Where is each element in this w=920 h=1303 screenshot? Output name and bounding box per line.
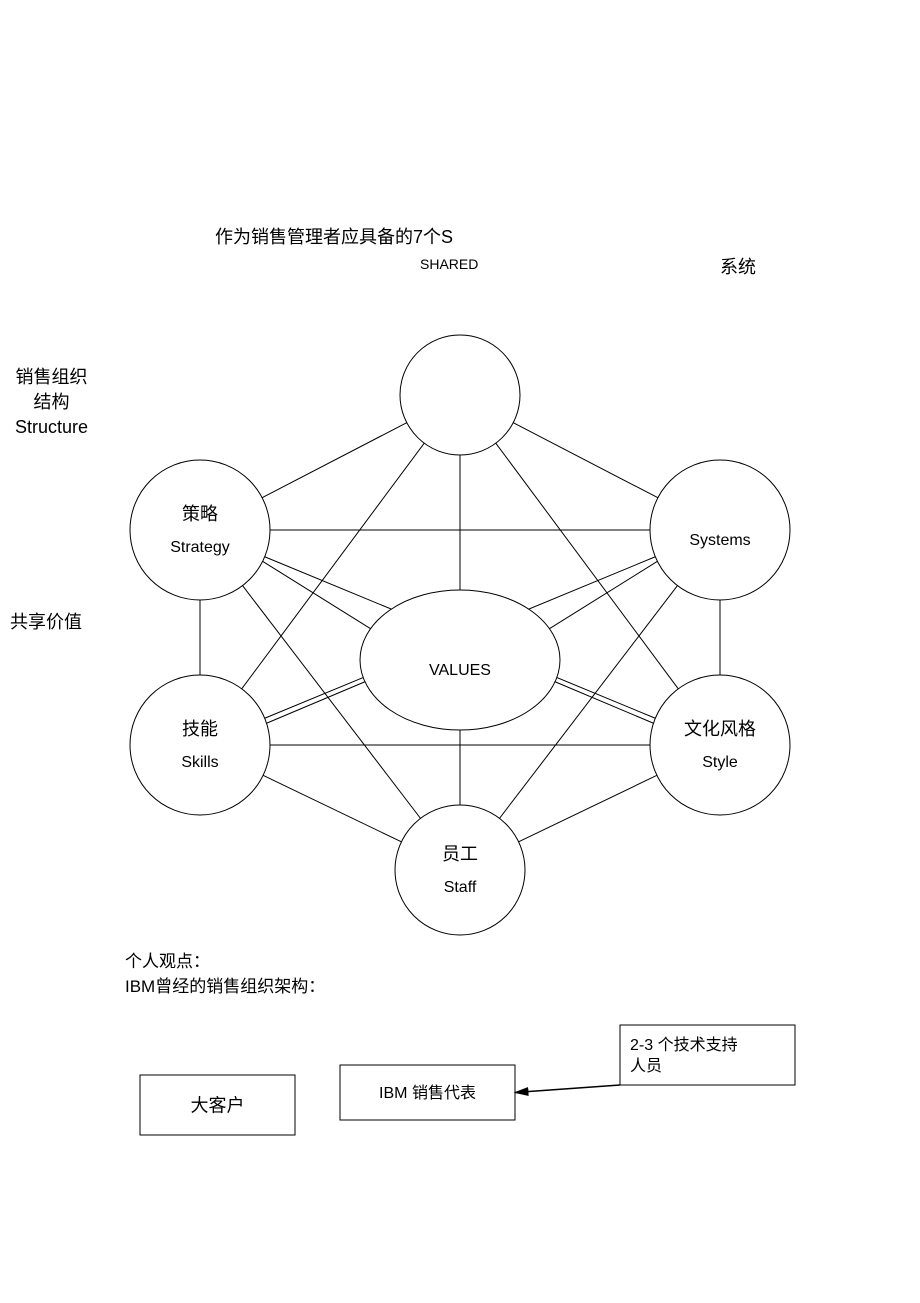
node-label-en-staff: Staff <box>444 879 477 896</box>
network-svg: 策略 Strategy Systems VALUES 技能 Skills 文化风格 Style… <box>0 0 920 1303</box>
box-label-box3-0: 2-3 个技术支持 <box>630 1036 738 1054</box>
node-systems <box>650 460 790 600</box>
diagram-root: 作为销售管理者应具备的7个S SHARED 系统 销售组织 结构 Structu… <box>0 0 920 1303</box>
box-label-box3-1: 人员 <box>630 1057 662 1075</box>
edge-skills-staff <box>263 775 401 842</box>
node-skills <box>130 675 270 815</box>
box-box3 <box>620 1025 795 1085</box>
boxes-group: 大客户 IBM 销售代表 2-3 个技术支持人员 <box>140 1025 795 1135</box>
node-strategy <box>130 460 270 600</box>
node-label-cn-staff: 员工 <box>442 844 478 864</box>
edge-systems-values <box>549 561 657 628</box>
node-label-en-systems: Systems <box>689 532 750 549</box>
edge-style-staff <box>519 775 657 842</box>
node-label-en-style: Style <box>702 754 738 771</box>
node-label-en-skills: Skills <box>181 754 218 771</box>
node-label-en-values: VALUES <box>429 662 491 679</box>
edge-values-skills <box>267 682 365 723</box>
node-label-cn-style: 文化风格 <box>684 719 756 739</box>
box-label-box2-0: IBM 销售代表 <box>379 1084 476 1102</box>
edge-values-style <box>555 682 653 723</box>
arrow-box3-box2 <box>515 1085 620 1093</box>
node-style <box>650 675 790 815</box>
node-top <box>400 335 520 455</box>
edge-top-systems <box>513 423 658 498</box>
nodes-group: 策略 Strategy Systems VALUES 技能 Skills 文化风格 Style… <box>130 335 790 935</box>
edge-top-strategy <box>262 423 407 498</box>
box-label-box1-0: 大客户 <box>191 1095 245 1115</box>
node-staff <box>395 805 525 935</box>
section2-heading1: 个人观点： <box>125 950 210 974</box>
edge-strategy-values <box>263 561 371 628</box>
node-label-cn-strategy: 策略 <box>182 504 218 524</box>
node-values <box>360 590 560 730</box>
node-label-cn-skills: 技能 <box>182 719 218 739</box>
section2-heading2: IBM曾经的销售组织架构： <box>125 975 325 999</box>
node-label-en-strategy: Strategy <box>170 539 230 556</box>
